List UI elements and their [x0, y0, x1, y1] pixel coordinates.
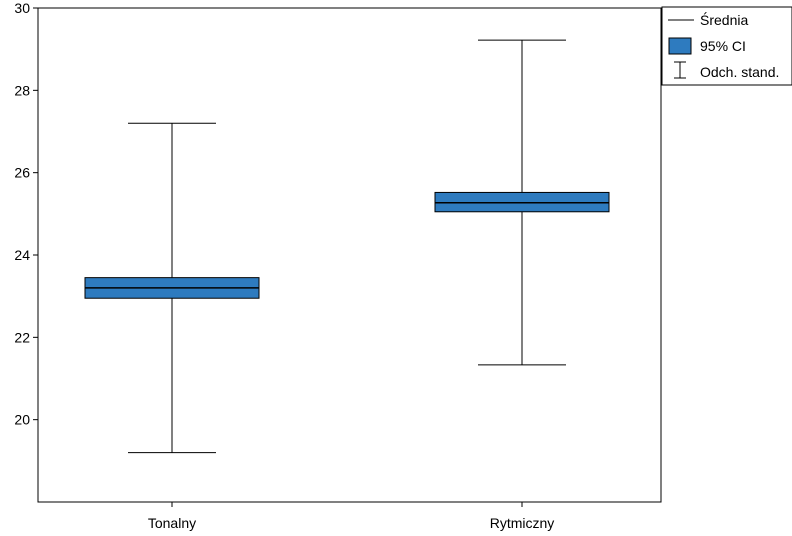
box-group-tonalny	[84, 122, 260, 454]
y-tick-label: 28	[14, 82, 30, 98]
y-tick-label: 22	[14, 329, 30, 345]
legend: Średnia 95% CI Odch. stand.	[661, 6, 792, 86]
y-tick-label: 24	[14, 247, 30, 263]
plot-area	[37, 7, 662, 503]
legend-entry-mean: Średnia	[700, 11, 748, 28]
x-axis: Tonalny Rytmiczny	[148, 502, 554, 531]
legend-entry-sd: Odch. stand.	[700, 64, 779, 80]
legend-sd-swatch	[674, 61, 686, 79]
y-tick-label: 26	[14, 165, 30, 181]
legend-ci-swatch	[668, 37, 692, 55]
chart-marks	[84, 39, 610, 454]
plot-frame	[37, 7, 662, 503]
y-axis: 20 22 24 26 28 30	[14, 0, 38, 428]
x-tick-label: Rytmiczny	[490, 515, 555, 531]
y-tick-label: 30	[14, 0, 30, 16]
legend-entry-ci: 95% CI	[700, 38, 746, 54]
y-tick-label: 20	[14, 412, 30, 428]
box-group-rytmiczny	[434, 39, 610, 366]
x-tick-label: Tonalny	[148, 515, 196, 531]
